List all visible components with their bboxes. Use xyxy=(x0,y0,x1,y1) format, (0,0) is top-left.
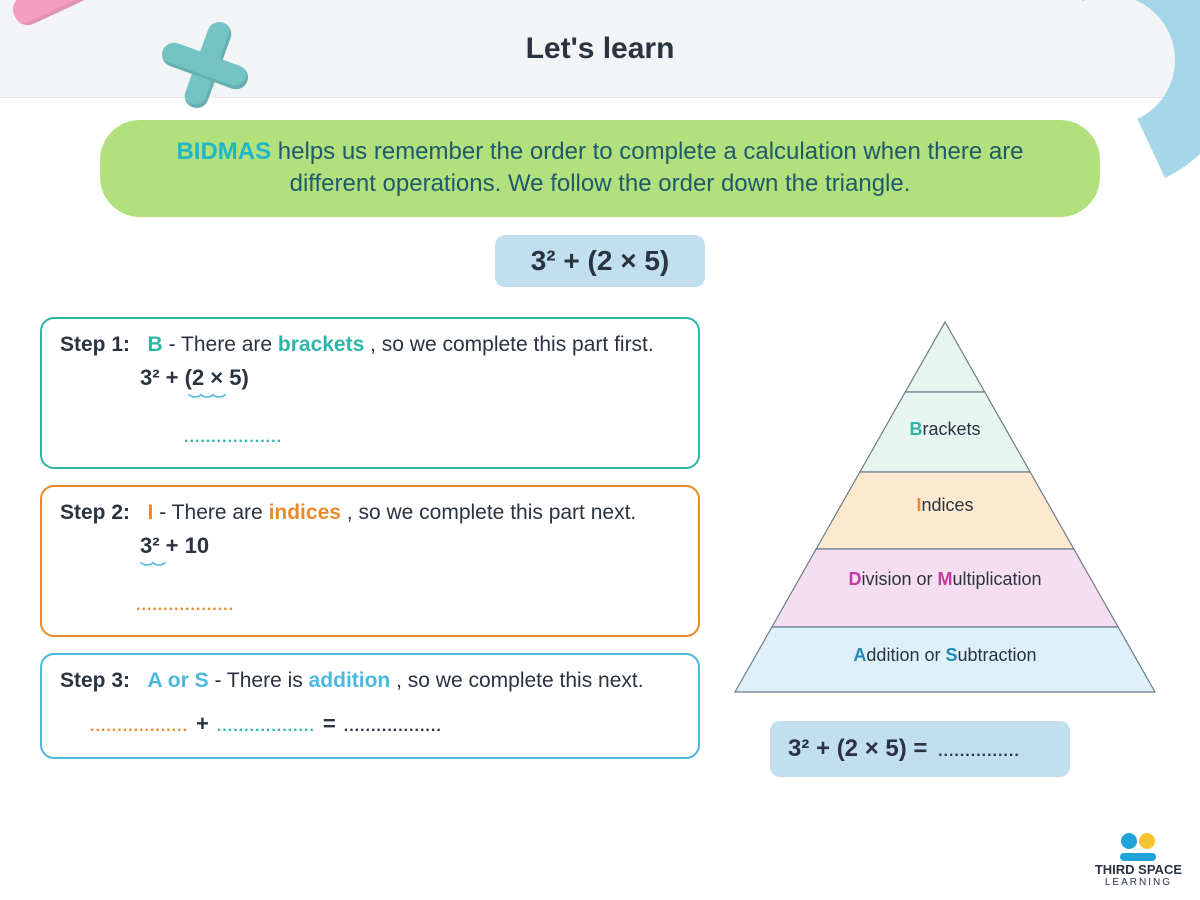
logo-icon xyxy=(1095,833,1182,849)
step-1-line: Step 1: B - There are brackets , so we c… xyxy=(60,333,680,357)
brace-icon: ︶︶︶ xyxy=(188,391,680,411)
decor-pink-bar xyxy=(8,0,111,30)
main-row: Step 1: B - There are brackets , so we c… xyxy=(0,317,1200,777)
pyramid-level-label: Brackets xyxy=(730,419,1160,440)
logo-icon-bar xyxy=(1120,853,1156,861)
brand-logo: THIRD SPACE LEARNING xyxy=(1095,833,1182,888)
expression-pill: 3² + (2 × 5) xyxy=(495,235,705,287)
step-2-working: 3² + 10 ︶︶ .................. xyxy=(140,533,680,615)
bidmas-pyramid: Brackets Indices Division or Multiplicatio… xyxy=(730,317,1160,697)
step-3-box: Step 3: A or S - There is addition , so … xyxy=(40,653,700,759)
step-2-blank: .................. xyxy=(136,597,680,615)
step-2-box: Step 2: I - There are indices , so we co… xyxy=(40,485,700,637)
step-3-line: Step 3: A or S - There is addition , so … xyxy=(60,669,680,693)
step-3-working: .................. + .................. … xyxy=(90,711,680,737)
intro-keyword: BIDMAS xyxy=(176,138,271,165)
brace-icon: ︶︶ xyxy=(140,559,680,579)
right-column: Brackets Indices Division or Multiplicatio… xyxy=(730,317,1170,777)
pyramid-level-label: Indices xyxy=(730,495,1160,516)
pyramid-level-label: Division or Multiplication xyxy=(730,569,1160,590)
header-band: Let's learn xyxy=(0,0,1200,98)
page-title: Let's learn xyxy=(526,32,675,66)
pyramid-level-label: Addition or Subtraction xyxy=(730,645,1160,666)
decor-plus-icon xyxy=(160,20,250,110)
step-2-line: Step 2: I - There are indices , so we co… xyxy=(60,501,680,525)
intro-text: helps us remember the order to complete … xyxy=(271,138,1023,197)
step-1-working: 3² + (2 × 5) ︶︶︶ .................. xyxy=(140,365,680,447)
result-pill: 3² + (2 × 5) = ............... xyxy=(770,721,1070,777)
step-1-blank: .................. xyxy=(184,429,680,447)
intro-pill: BIDMAS helps us remember the order to co… xyxy=(100,120,1100,217)
step-1-box: Step 1: B - There are brackets , so we c… xyxy=(40,317,700,469)
steps-column: Step 1: B - There are brackets , so we c… xyxy=(40,317,700,777)
